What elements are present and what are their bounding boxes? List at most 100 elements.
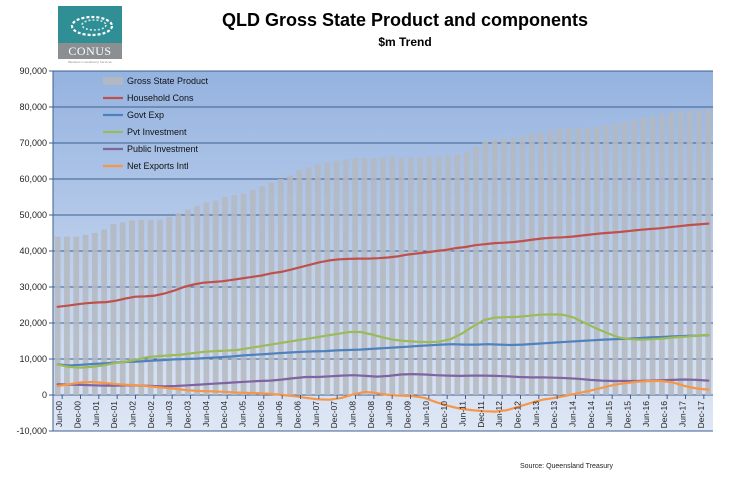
x-tick-label: Dec-04 xyxy=(219,401,229,429)
gsp-bar xyxy=(500,138,507,395)
x-tick-label: Jun-16 xyxy=(641,401,651,427)
gsp-bar xyxy=(157,219,163,395)
gsp-bar xyxy=(398,157,405,395)
gsp-bar xyxy=(110,224,117,395)
x-tick-label: Dec-15 xyxy=(623,401,633,429)
gsp-bar xyxy=(361,158,368,395)
gsp-bar xyxy=(231,195,238,395)
gsp-bar xyxy=(333,161,340,395)
legend-label: Public Investment xyxy=(127,144,199,154)
chart-title: QLD Gross State Product and components xyxy=(221,10,589,30)
gsp-bar xyxy=(184,209,191,395)
gsp-bar xyxy=(705,109,712,396)
gsp-bar xyxy=(175,213,182,395)
legend-label: Pvt Investment xyxy=(127,127,187,137)
gsp-bar xyxy=(259,186,266,395)
source-note: Source: Queensland Treasury xyxy=(520,463,613,470)
gsp-bar xyxy=(603,125,609,395)
gsp-bar xyxy=(575,128,582,395)
gsp-bar xyxy=(649,116,656,395)
x-tick-label: Jun-11 xyxy=(458,401,468,427)
x-tick-label: Dec-06 xyxy=(293,401,303,429)
gsp-bar xyxy=(528,134,535,395)
gsp-bar xyxy=(686,110,693,395)
gsp-bar xyxy=(491,139,498,395)
y-tick-label: 80,000 xyxy=(19,102,47,112)
x-tick-label: Dec-01 xyxy=(109,401,119,429)
x-tick-label: Dec-14 xyxy=(586,401,596,429)
gsp-bar xyxy=(240,193,247,395)
x-tick-label: Dec-08 xyxy=(366,401,376,429)
gsp-bar xyxy=(426,156,433,395)
gsp-bar xyxy=(147,219,154,395)
logo-swirl-icon xyxy=(58,6,122,43)
legend-label: Gross State Product xyxy=(127,76,209,86)
gsp-bar xyxy=(268,182,275,395)
gsp-bar xyxy=(138,219,145,395)
gsp-bar xyxy=(129,220,135,395)
y-tick-label: 60,000 xyxy=(19,174,47,184)
gsp-bar xyxy=(445,155,451,395)
conus-logo: CONUS Business Consultancy Services xyxy=(58,6,122,64)
gsp-bar xyxy=(166,216,173,395)
gsp-bar xyxy=(454,154,461,395)
x-tick-label: Jun-00 xyxy=(54,401,64,427)
gsp-bar xyxy=(315,164,321,395)
gsp-bar xyxy=(203,202,210,395)
series-line-public-investment xyxy=(56,373,710,388)
logo-name: CONUS xyxy=(58,43,122,59)
gsp-bar xyxy=(482,141,489,395)
gsp-bar xyxy=(556,128,563,395)
y-tick-label: 40,000 xyxy=(19,246,47,256)
y-tick-label: 20,000 xyxy=(19,318,47,328)
gsp-bar xyxy=(370,158,377,395)
series-line-household-cons xyxy=(56,222,710,308)
x-tick-label: Jun-02 xyxy=(128,401,138,427)
x-tick-label: Jun-17 xyxy=(678,401,688,427)
gsp-bar xyxy=(277,179,284,395)
gsp-bar xyxy=(510,137,517,395)
x-tick-label: Jun-06 xyxy=(274,401,284,427)
x-tick-label: Jun-03 xyxy=(164,401,174,427)
gsp-bar xyxy=(54,236,61,395)
y-tick-label: 50,000 xyxy=(19,210,47,220)
gsp-bar xyxy=(519,135,526,396)
legend-label: Net Exports Intl xyxy=(127,161,189,171)
x-tick-label: Jun-14 xyxy=(568,401,578,427)
x-tick-label: Dec-16 xyxy=(659,401,669,429)
x-tick-label: Jun-04 xyxy=(201,401,211,427)
x-tick-label: Jun-07 xyxy=(311,401,321,427)
legend-swatch-bar xyxy=(103,77,123,85)
gsp-bar xyxy=(119,222,126,395)
x-tick-label: Dec-07 xyxy=(329,401,339,429)
x-tick-label: Dec-09 xyxy=(403,401,413,429)
x-tick-label: Dec-03 xyxy=(183,401,193,429)
legend-label: Household Cons xyxy=(127,93,194,103)
gsp-bar xyxy=(249,189,256,395)
gsp-bar xyxy=(584,127,591,395)
gsp-bar xyxy=(593,126,600,396)
x-tick-label: Jun-05 xyxy=(238,401,248,427)
gsp-bar xyxy=(305,167,312,395)
series-line-net-exports-intl xyxy=(56,379,710,413)
gsp-bar xyxy=(64,236,70,395)
gsp-bar xyxy=(677,110,684,395)
gsp-bar xyxy=(696,109,702,395)
gsp-bar xyxy=(380,157,386,395)
y-tick-label: 30,000 xyxy=(19,282,47,292)
gsp-bar xyxy=(324,162,331,395)
y-tick-label: 10,000 xyxy=(19,354,47,364)
gsp-bar xyxy=(389,156,396,395)
gsp-bar xyxy=(473,146,479,395)
gsp-bar xyxy=(212,200,219,395)
x-tick-label: Jun-10 xyxy=(421,401,431,427)
x-tick-label: Dec-05 xyxy=(256,401,266,429)
logo-tagline: Business Consultancy Services xyxy=(68,60,112,64)
gsp-bar xyxy=(640,117,647,396)
gsp-bar xyxy=(463,152,470,395)
gsp-bar xyxy=(631,119,637,395)
x-tick-label: Jun-08 xyxy=(348,401,358,427)
chart-subtitle: $m Trend xyxy=(378,35,432,49)
gsp-bar xyxy=(91,233,98,395)
